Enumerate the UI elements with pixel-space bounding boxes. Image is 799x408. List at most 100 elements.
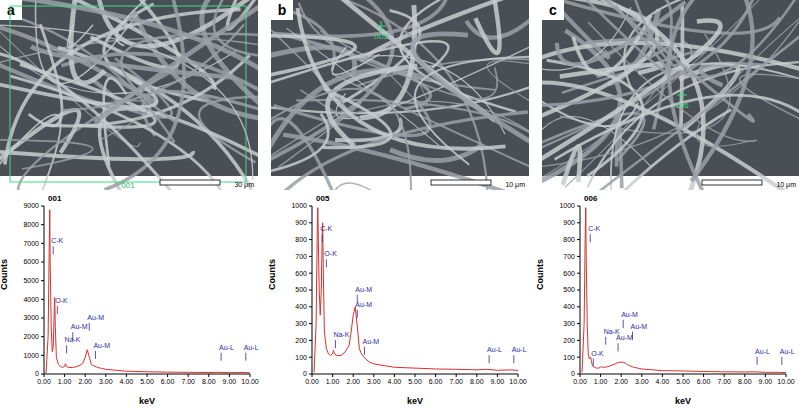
svg-text:0.00: 0.00 — [37, 378, 51, 385]
svg-text:4000: 4000 — [23, 296, 39, 303]
svg-text:Au-M: Au-M — [616, 334, 633, 341]
svg-text:6.00: 6.00 — [161, 378, 175, 385]
svg-text:001: 001 — [121, 181, 135, 190]
svg-text:900: 900 — [295, 219, 307, 226]
svg-text:C-K: C-K — [588, 225, 600, 232]
svg-text:3.00: 3.00 — [99, 378, 113, 385]
svg-text:Counts: Counts — [536, 259, 545, 290]
svg-text:5000: 5000 — [23, 277, 39, 284]
svg-text:6.00: 6.00 — [697, 378, 711, 385]
svg-text:3000: 3000 — [23, 314, 39, 321]
svg-text:Au-M: Au-M — [355, 286, 372, 293]
svg-text:2.00: 2.00 — [78, 378, 92, 385]
svg-text:500: 500 — [295, 286, 307, 293]
svg-text:Counts: Counts — [268, 259, 277, 290]
svg-text:1.00: 1.00 — [594, 378, 608, 385]
svg-text:Au-L: Au-L — [755, 348, 770, 355]
svg-text:3.00: 3.00 — [635, 378, 649, 385]
svg-text:Au-L: Au-L — [780, 348, 795, 355]
svg-text:10.00: 10.00 — [777, 378, 795, 385]
svg-text:0: 0 — [571, 370, 575, 377]
svg-text:700: 700 — [563, 253, 575, 260]
svg-text:C-K: C-K — [51, 237, 63, 244]
svg-text:4.00: 4.00 — [656, 378, 670, 385]
svg-text:6000: 6000 — [23, 258, 39, 265]
svg-text:400: 400 — [563, 303, 575, 310]
svg-text:Au-M: Au-M — [87, 314, 104, 321]
svg-text:10.00: 10.00 — [241, 378, 259, 385]
svg-text:Au-M: Au-M — [71, 323, 88, 330]
svg-text:8000: 8000 — [23, 221, 39, 228]
svg-text:2.00: 2.00 — [346, 378, 360, 385]
svg-text:700: 700 — [295, 253, 307, 260]
svg-text:8.00: 8.00 — [738, 378, 752, 385]
svg-text:1.00: 1.00 — [326, 378, 340, 385]
svg-text:7.00: 7.00 — [717, 378, 731, 385]
svg-text:O-K: O-K — [324, 250, 337, 257]
svg-text:Counts: Counts — [0, 259, 9, 290]
svg-text:2000: 2000 — [23, 333, 39, 340]
svg-text:30 μm: 30 μm — [234, 181, 254, 189]
svg-text:10 μm: 10 μm — [776, 181, 796, 189]
svg-text:0: 0 — [35, 370, 39, 377]
svg-text:200: 200 — [295, 337, 307, 344]
svg-text:800: 800 — [563, 236, 575, 243]
svg-text:Au-L: Au-L — [219, 344, 234, 351]
svg-text:1000: 1000 — [559, 202, 575, 209]
svg-text:3.00: 3.00 — [367, 378, 381, 385]
svg-text:0: 0 — [303, 370, 307, 377]
svg-text:400: 400 — [295, 303, 307, 310]
svg-text:Au-M: Au-M — [621, 311, 638, 318]
svg-text:keV: keV — [139, 396, 155, 406]
svg-text:7.00: 7.00 — [181, 378, 195, 385]
svg-text:keV: keV — [407, 396, 423, 406]
svg-text:b: b — [278, 2, 287, 18]
svg-text:7.00: 7.00 — [449, 378, 463, 385]
svg-text:006: 006 — [675, 101, 689, 110]
svg-text:100: 100 — [295, 354, 307, 361]
svg-text:8.00: 8.00 — [202, 378, 216, 385]
svg-text:9.00: 9.00 — [759, 378, 773, 385]
svg-text:300: 300 — [295, 320, 307, 327]
svg-text:10 μm: 10 μm — [505, 181, 525, 189]
svg-text:5.00: 5.00 — [140, 378, 154, 385]
svg-text:200: 200 — [563, 337, 575, 344]
svg-text:c: c — [549, 2, 557, 18]
svg-text:Au-M: Au-M — [355, 301, 372, 308]
svg-text:0.00: 0.00 — [573, 378, 587, 385]
svg-text:4.00: 4.00 — [120, 378, 134, 385]
svg-text:600: 600 — [563, 270, 575, 277]
svg-text:C-K: C-K — [320, 225, 332, 232]
svg-text:5.00: 5.00 — [408, 378, 422, 385]
svg-text:Au-L: Au-L — [487, 346, 502, 353]
svg-text:1000: 1000 — [291, 202, 307, 209]
svg-text:100: 100 — [563, 354, 575, 361]
svg-text:O-K: O-K — [591, 350, 604, 357]
svg-text:5.00: 5.00 — [676, 378, 690, 385]
svg-text:900: 900 — [563, 219, 575, 226]
svg-text:a: a — [7, 2, 15, 18]
svg-text:600: 600 — [295, 270, 307, 277]
svg-text:1000: 1000 — [23, 352, 39, 359]
svg-text:6.00: 6.00 — [429, 378, 443, 385]
svg-text:7000: 7000 — [23, 240, 39, 247]
svg-text:500: 500 — [563, 286, 575, 293]
svg-text:9000: 9000 — [23, 202, 39, 209]
svg-text:8.00: 8.00 — [470, 378, 484, 385]
svg-text:Au-M: Au-M — [362, 338, 379, 345]
svg-text:Au-M: Au-M — [630, 323, 647, 330]
svg-text:2.00: 2.00 — [614, 378, 628, 385]
svg-text:4.00: 4.00 — [388, 378, 402, 385]
svg-text:Na-K: Na-K — [333, 331, 349, 338]
svg-text:800: 800 — [295, 236, 307, 243]
svg-text:Au-L: Au-L — [512, 346, 527, 353]
svg-text:Au-L: Au-L — [244, 344, 259, 351]
svg-text:10.00: 10.00 — [509, 378, 527, 385]
svg-text:0.00: 0.00 — [305, 378, 319, 385]
svg-text:005: 005 — [374, 32, 388, 41]
svg-text:9.00: 9.00 — [223, 378, 237, 385]
svg-text:O-K: O-K — [55, 297, 68, 304]
svg-text:9.00: 9.00 — [491, 378, 505, 385]
svg-text:Au-M: Au-M — [93, 342, 110, 349]
svg-text:keV: keV — [675, 396, 691, 406]
